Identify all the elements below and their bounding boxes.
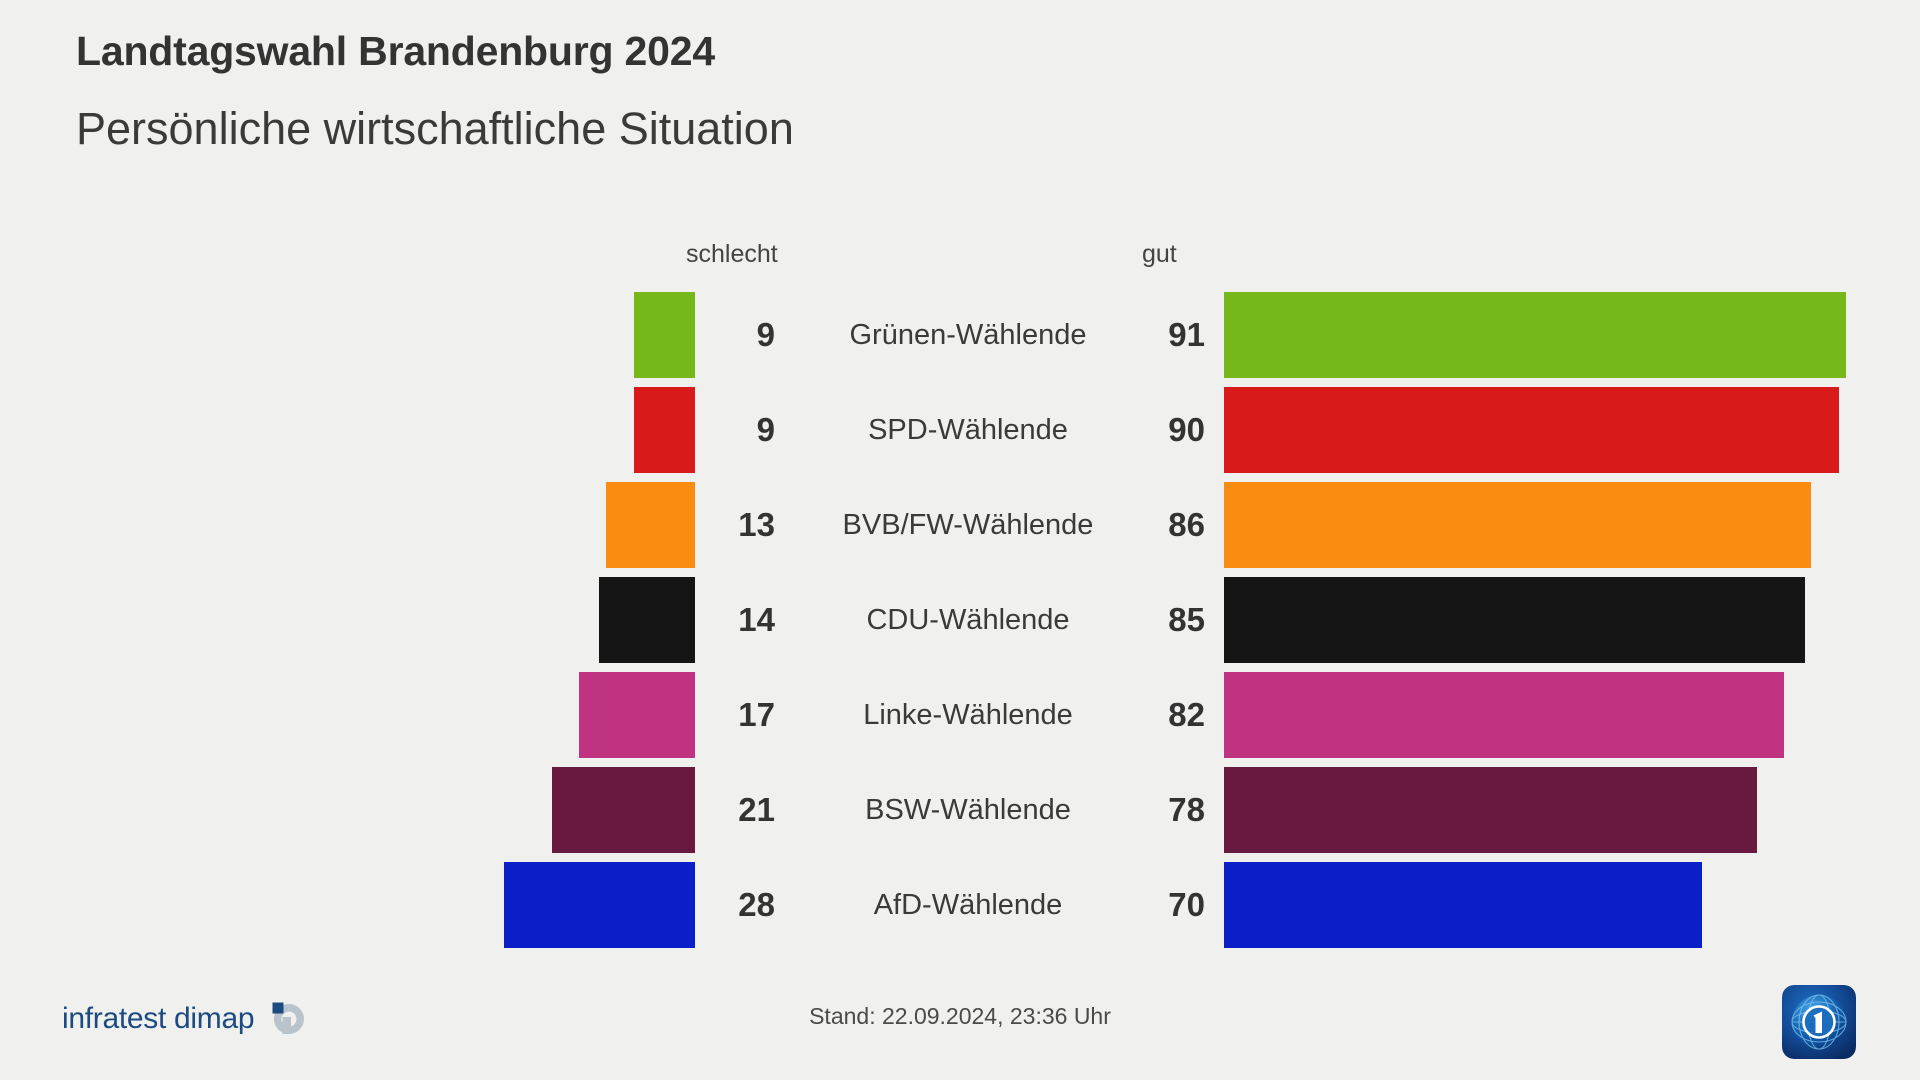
value-schlecht: 28 — [738, 886, 775, 923]
bar-gut — [1224, 482, 1812, 568]
value-schlecht: 14 — [738, 601, 775, 638]
value-gut: 78 — [1168, 791, 1205, 828]
table-row: 21 BSW-Wählende 78 — [0, 767, 1920, 853]
bar-gut — [1224, 292, 1846, 378]
table-row: 9 SPD-Wählende 90 — [0, 387, 1920, 473]
value-schlecht: 21 — [738, 791, 775, 828]
table-row: 13 BVB/FW-Wählende 86 — [0, 482, 1920, 568]
value-schlecht: 9 — [756, 316, 775, 353]
value-gut: 91 — [1168, 316, 1205, 353]
value-gut: 86 — [1168, 506, 1205, 543]
bar-schlecht — [633, 292, 695, 378]
party-label: BVB/FW-Wählende — [842, 509, 1094, 541]
value-schlecht: 17 — [738, 696, 775, 733]
table-row: 17 Linke-Wählende 82 — [0, 672, 1920, 758]
bar-schlecht — [503, 862, 695, 948]
bar-schlecht — [633, 387, 695, 473]
value-gut: 70 — [1168, 886, 1205, 923]
infratest-dimap-label: infratest dimap — [62, 1002, 255, 1035]
value-gut: 90 — [1168, 411, 1205, 448]
bar-gut — [1224, 577, 1805, 663]
value-gut: 82 — [1168, 696, 1205, 733]
infratest-dimap-logo: infratest dimap — [62, 998, 310, 1040]
page-subtitle: Persönliche wirtschaftliche Situation — [76, 103, 794, 155]
chart-header: Landtagswahl Brandenburg 2024 Persönlich… — [76, 28, 1836, 155]
table-row: 9 Grünen-Wählende 91 — [0, 292, 1920, 378]
bar-schlecht — [599, 577, 695, 663]
table-row: 14 CDU-Wählende 85 — [0, 577, 1920, 663]
value-schlecht: 13 — [738, 506, 775, 543]
column-header-schlecht: schlecht — [686, 240, 778, 268]
dimap-mark-icon — [268, 998, 310, 1040]
party-label: BSW-Wählende — [865, 794, 1071, 826]
bar-gut — [1224, 387, 1839, 473]
table-row: 28 AfD-Wählende 70 — [0, 862, 1920, 948]
bar-gut — [1224, 672, 1785, 758]
party-label: CDU-Wählende — [866, 604, 1070, 636]
column-header-gut: gut — [1142, 240, 1177, 268]
bar-gut — [1224, 767, 1757, 853]
ard-das-erste-icon — [1782, 985, 1856, 1059]
party-label: Grünen-Wählende — [849, 319, 1087, 351]
bar-schlecht — [606, 482, 695, 568]
bar-schlecht — [551, 767, 695, 853]
page-title: Landtagswahl Brandenburg 2024 — [76, 28, 715, 74]
party-label: Linke-Wählende — [863, 699, 1073, 731]
party-label: AfD-Wählende — [873, 889, 1063, 921]
party-label: SPD-Wählende — [868, 414, 1068, 446]
bar-gut — [1224, 862, 1703, 948]
timestamp-label: Stand: 22.09.2024, 23:36 Uhr — [809, 1003, 1111, 1029]
value-schlecht: 9 — [756, 411, 775, 448]
value-gut: 85 — [1168, 601, 1205, 638]
bar-schlecht — [578, 672, 695, 758]
